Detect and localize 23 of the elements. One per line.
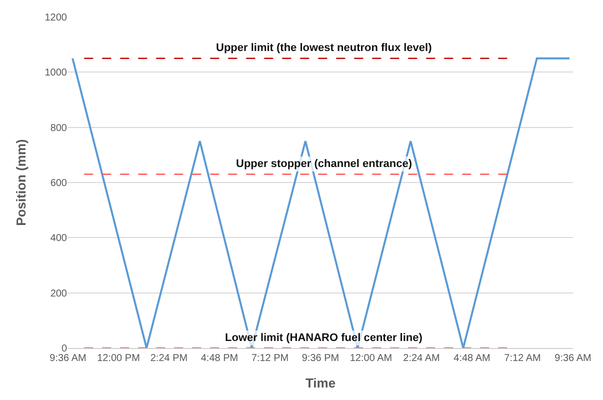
ref-line-label: Upper limit (the lowest neutron flux level): [216, 42, 432, 54]
x-tick-label: 2:24 PM: [150, 353, 188, 364]
y-tick-label: 800: [50, 122, 68, 134]
x-tick-label: 4:48 PM: [200, 353, 238, 364]
y-tick-label: 1200: [44, 12, 68, 24]
x-tick-label: 2:24 AM: [403, 353, 440, 364]
x-tick-label: 12:00 PM: [97, 353, 140, 364]
x-tick-label: 9:36 AM: [50, 353, 86, 364]
x-tick-label: 4:48 AM: [454, 353, 490, 364]
ref-line-label: Lower limit (HANARO fuel center line): [225, 332, 423, 344]
y-tick-label: 600: [50, 178, 68, 189]
y-tick-label: 200: [50, 288, 68, 300]
ref-line-label: Upper stopper (channel entrance): [236, 158, 412, 170]
y-axis-title: Position (mm): [14, 139, 29, 226]
y-tick-label: 400: [50, 233, 68, 244]
y-tick-label: 0: [61, 344, 68, 354]
x-tick-label: 7:12 AM: [504, 353, 541, 364]
x-tick-label: 9:36 AM: [554, 353, 592, 364]
x-axis-title: Time: [305, 376, 336, 391]
x-tick-label: 12:00 AM: [350, 353, 392, 364]
y-tick-label: 1000: [44, 68, 68, 79]
x-tick-label: 9:36 PM: [302, 353, 340, 364]
x-tick-label: 7:12 PM: [251, 353, 289, 364]
